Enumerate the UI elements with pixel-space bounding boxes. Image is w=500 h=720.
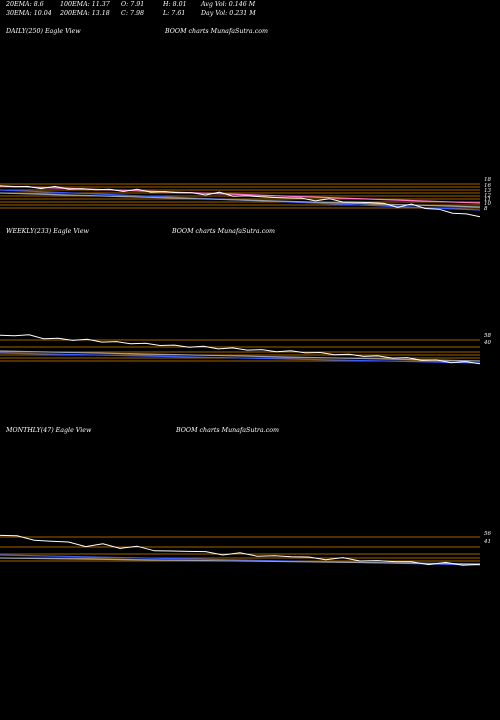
- low-value: L: 7.61: [163, 10, 186, 17]
- ema-gray-line: [0, 192, 481, 208]
- close-value: C: 7.98: [121, 10, 144, 17]
- y-tick-label: 12: [484, 193, 491, 199]
- avg-vol-value: Avg Vol: 0.146 M: [201, 1, 256, 8]
- y-tick-label: 11: [484, 197, 491, 203]
- day-vol-value: Day Vol: 0.231 M: [201, 10, 256, 17]
- ema30-value: 30EMA: 10.04: [6, 10, 52, 17]
- ema20-value: 20EMA: 8.6: [6, 1, 44, 8]
- ema-gray-line: [0, 350, 481, 362]
- ema100-value: 100EMA: 11.37: [60, 1, 110, 8]
- monthly-panel-title: MONTHLY(47) Eagle View: [6, 427, 92, 434]
- weekly-panel-brand: BOOM charts MunafaSutra.com: [172, 228, 275, 235]
- y-tick-label: 13: [484, 188, 491, 194]
- price-line: [0, 534, 481, 566]
- y-tick-label: 40: [483, 340, 491, 346]
- y-tick-label: 58: [484, 333, 491, 339]
- high-value: H: 8.01: [163, 1, 187, 8]
- ema-blue-line: [0, 352, 481, 364]
- y-tick-label: 16: [484, 183, 491, 189]
- monthly-panel-brand: BOOM charts MunafaSutra.com: [176, 427, 279, 434]
- y-tick-label: 10: [484, 201, 491, 207]
- y-tick-label: 41: [483, 539, 491, 545]
- ema200-value: 200EMA: 13.18: [60, 10, 110, 17]
- daily-panel-brand: BOOM charts MunafaSutra.com: [165, 28, 268, 35]
- price-line: [0, 185, 481, 218]
- price-line: [0, 334, 481, 365]
- daily-panel-title: DAILY(250) Eagle View: [6, 28, 81, 35]
- open-value: O: 7.91: [121, 1, 145, 8]
- weekly-panel-title: WEEKLY(233) Eagle View: [6, 228, 89, 235]
- y-tick-label: 56: [484, 531, 491, 537]
- ema-gray-line: [0, 557, 481, 565]
- y-tick-label: 18: [484, 177, 491, 183]
- y-tick-label: 8: [484, 206, 488, 212]
